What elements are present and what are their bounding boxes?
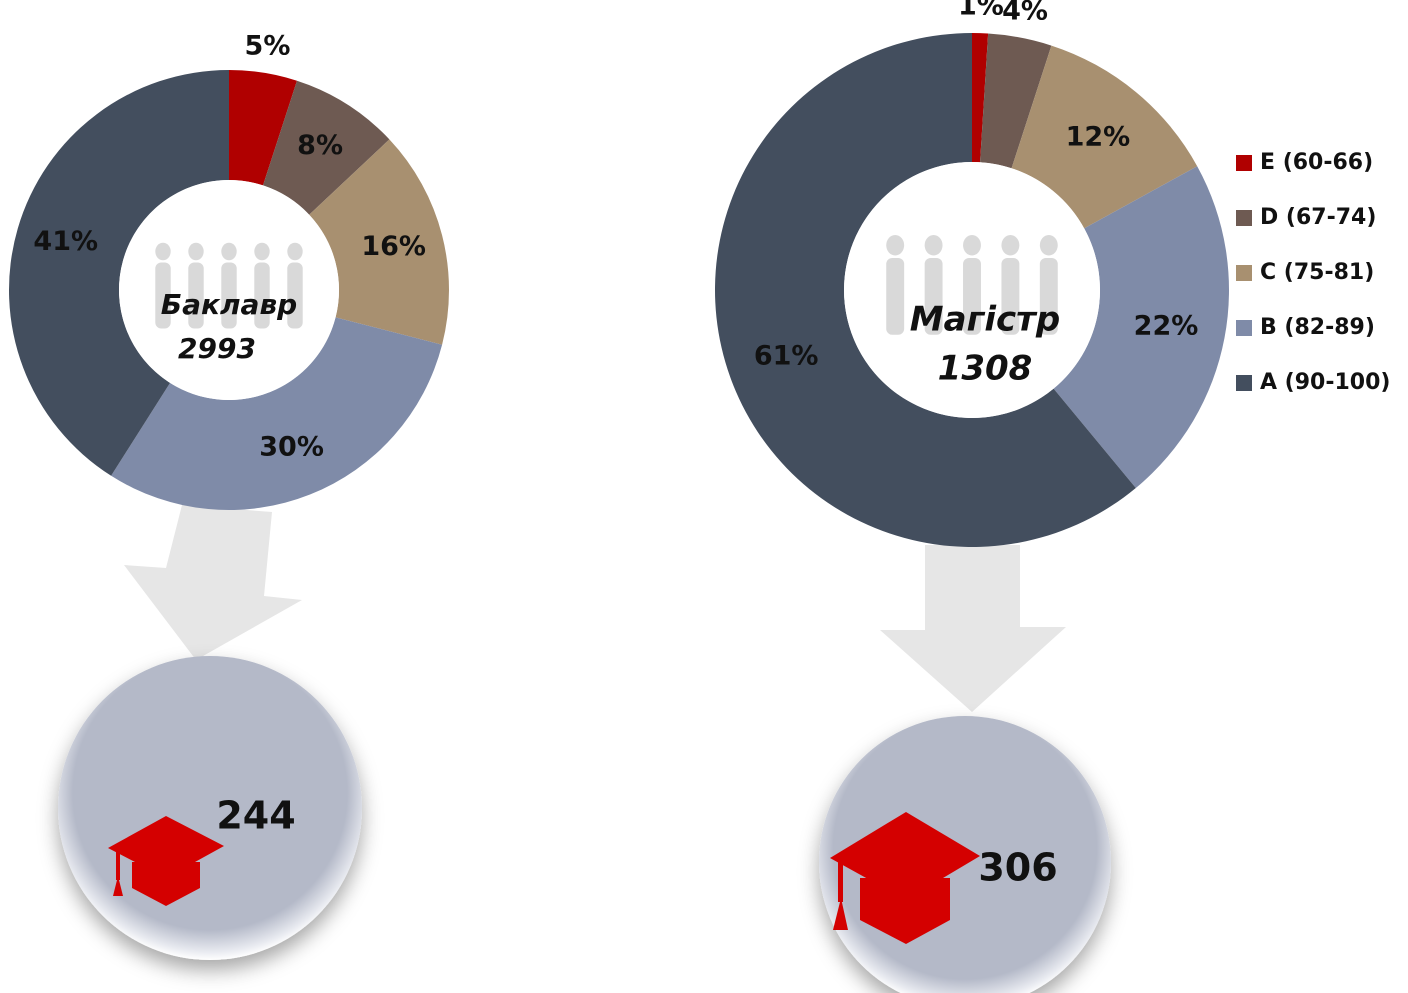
silhouette [886,234,905,256]
silhouette [924,234,943,256]
value-label: 8% [297,130,343,161]
center-value: 1308 [938,349,1033,389]
silhouettes [886,234,1058,335]
legend-swatch [1236,375,1252,391]
silhouette [188,262,204,329]
arrow [124,505,302,660]
donut-slice [111,317,443,510]
legend-swatch [1236,210,1252,226]
donut-slice [229,70,297,186]
value-label: 4% [1002,0,1048,27]
value-label: 1% [958,0,1004,22]
silhouette [1001,258,1020,335]
silhouette [188,242,204,261]
silhouette [254,262,270,329]
silhouette [963,234,981,256]
value-label: 61% [754,340,819,371]
silhouette [254,242,270,261]
center-label: Баклавр [161,288,297,321]
legend-swatch [1236,265,1252,281]
legend-swatch [1236,155,1252,171]
silhouette [221,262,237,329]
value-label: 16% [361,231,426,262]
legend-label: D (67-74) [1260,205,1376,230]
cap-icon [830,812,980,944]
silhouette [287,262,303,329]
graduates-count: 306 [978,846,1057,890]
legend-label: A (90-100) [1260,370,1390,395]
legend-swatch [1236,320,1252,336]
value-label: 5% [245,31,291,62]
donut-slice [980,33,1052,169]
center-label: Магістр [910,300,1060,340]
donut-slice [309,139,449,345]
silhouette [287,242,303,261]
donut-slice [1011,45,1198,229]
legend-label: C (75-81) [1260,260,1374,285]
silhouette [963,258,981,335]
silhouette [924,258,943,335]
value-label: 22% [1134,311,1199,342]
charts: 5% 8% 16% 30% 41% 1%4% 12% 22% 61% [8,0,1229,547]
value-label: 30% [259,432,324,463]
donut-slice [8,69,230,476]
silhouette [155,262,171,329]
silhouettes [155,242,303,329]
silhouette [1039,258,1058,335]
donut-slice [972,33,989,163]
arrow [880,545,1066,712]
donut-slice [1053,166,1229,489]
donut-slice [262,80,390,215]
value-label: 12% [1066,121,1131,152]
silhouette [155,242,171,261]
silhouette [221,242,237,261]
legend-label: B (82-89) [1260,315,1375,340]
donut-slice [714,33,1136,547]
value-label: 41% [33,226,98,257]
silhouette [886,258,905,335]
center-value: 2993 [178,332,256,365]
silhouette [1039,234,1058,256]
graduates-count: 244 [216,794,295,838]
graduates-disc [58,656,362,960]
silhouette [1001,234,1020,256]
cap-icon [108,816,224,906]
legend-label: E (60-66) [1260,150,1373,175]
